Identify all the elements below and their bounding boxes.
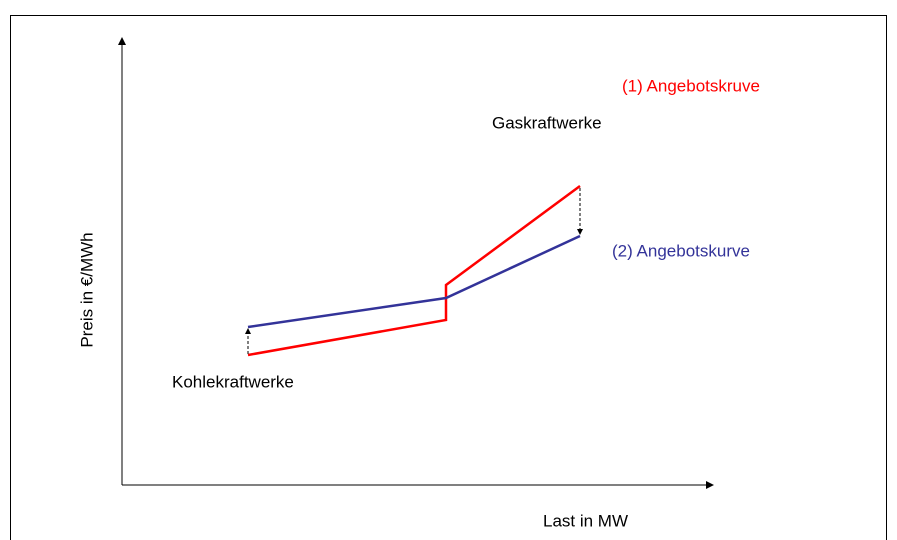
curve-label: (2) Angebotskurve [612, 241, 750, 260]
frame [10, 15, 887, 540]
supply-curve-1 [247, 184, 581, 357]
y-axis-label: Preis in €/MWh [77, 232, 96, 347]
supply-curve-2 [247, 234, 581, 329]
curve-label: (1) Angebotskruve [622, 76, 760, 95]
x-axis-label: Last in MW [543, 511, 628, 530]
annotation: Gaskraftwerke [492, 113, 602, 132]
annotation: Kohlekraftwerke [172, 372, 294, 391]
